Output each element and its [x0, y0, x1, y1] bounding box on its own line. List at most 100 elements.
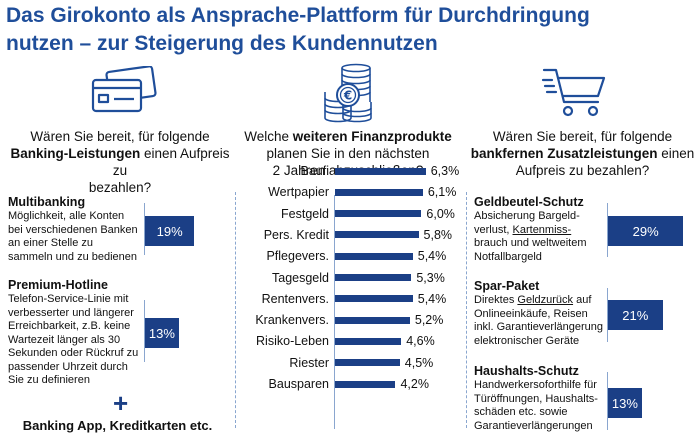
- separator-left: [235, 192, 236, 428]
- coin-stack-icon: €: [324, 63, 372, 123]
- middle-question-line-2: planen Sie in den nächsten: [266, 146, 430, 161]
- left-item-premium-hotline: Premium-Hotline Telefon-Service-Linie mi…: [8, 277, 148, 388]
- left-item-multibanking: Multibanking Möglichkeit, alle Konten be…: [8, 194, 148, 264]
- spar-paket-desc: Direktes Geldzurück auf Onlineeinkäufe, …: [474, 294, 609, 348]
- geldbeutel-schutz-desc-line: Notfallbargeld: [474, 250, 542, 263]
- spar-paket-axis: [607, 288, 608, 342]
- right-question: Wären Sie bereit, für folgende bankferne…: [470, 128, 695, 179]
- spar-paket-desc-line: elektronischer Geräte: [474, 334, 580, 347]
- spar-paket-desc-line: inkl. Garantieverlängerung: [474, 321, 604, 333]
- multibanking-desc-line: an einer Stelle zu: [8, 237, 93, 249]
- right-item-geldbeutel-schutz: Geldbeutel-Schutz Absicherung Bargeld- v…: [474, 194, 604, 264]
- finanzprodukte-bar: [335, 295, 413, 303]
- finanzprodukte-bar: [335, 359, 400, 367]
- finanzprodukte-category-label: Bausparen: [268, 377, 329, 391]
- middle-question-pre: Welche: [244, 129, 293, 144]
- svg-text:€: €: [343, 89, 352, 103]
- multibanking-bar: 19%: [145, 216, 195, 246]
- geldbeutel-schutz-desc-text: verlust,: [474, 223, 513, 236]
- spar-paket-desc-text: auf: [573, 294, 592, 306]
- premium-hotline-bar: 13%: [145, 318, 179, 348]
- right-question-line-1: Wären Sie bereit, für folgende: [492, 129, 673, 144]
- haushalts-schutz-desc-line: Garantieverlängerungen: [474, 419, 593, 432]
- premium-hotline-desc: Telefon-Service-Linie mit verbesserter u…: [8, 293, 148, 388]
- middle-question: Welche weiteren Finanzprodukte planen Si…: [238, 128, 458, 179]
- premium-hotline-desc-line: Wartezeit länger als 30: [8, 333, 121, 346]
- premium-hotline-desc-line: verbesserter und längerer: [8, 306, 134, 319]
- finanzprodukte-category-label: Baufi: [300, 164, 330, 178]
- spar-paket-desc-line: Direktes Geldzurück auf: [474, 294, 609, 308]
- right-question-line-2-rest: einen: [657, 146, 695, 161]
- finanzprodukte-value-label: 5,4%: [417, 291, 447, 306]
- finanzprodukte-value-label: 4,5%: [404, 355, 434, 370]
- geldbeutel-schutz-bar: 29%: [608, 216, 684, 246]
- haushalts-schutz-value: 13%: [611, 395, 638, 411]
- left-question-emphasis: Banking-Leistungen: [10, 146, 141, 161]
- finanzprodukte-category-label: Festgeld: [281, 206, 329, 221]
- premium-hotline-desc-line: Erreichbarkeit, z.B. keine: [8, 320, 131, 332]
- finanzprodukte-bar: [335, 274, 412, 281]
- multibanking-title: Multibanking: [8, 195, 86, 209]
- finanzprodukte-bar: [335, 167, 426, 175]
- finanzprodukte-value-label: 5,4%: [417, 249, 447, 264]
- finanzprodukte-bar: [335, 231, 419, 239]
- premium-hotline-desc-line: Telefon-Service-Linie mit: [8, 293, 129, 305]
- haushalts-schutz-desc: Handwerkersoforthilfe für Türöffnungen, …: [474, 379, 609, 433]
- premium-hotline-desc-line: passender Uhrzeit durch: [8, 360, 128, 373]
- left-question-line-3: bezahlen?: [88, 180, 152, 195]
- finanzprodukte-axis: [334, 195, 335, 429]
- premium-hotline-title: Premium-Hotline: [8, 278, 109, 292]
- geldbeutel-schutz-desc-line: verlust, Kartenmiss-: [474, 224, 604, 238]
- left-footer: Banking App, Kreditkarten etc.: [22, 418, 213, 433]
- geldbeutel-schutz-desc-line: brauch und weltweitem: [474, 237, 587, 249]
- geldbeutel-schutz-axis: [607, 203, 608, 257]
- finanzprodukte-category-label: Pers. Kredit: [263, 227, 329, 242]
- page-title: Das Girokonto als Ansprache-Plattform fü…: [6, 2, 696, 58]
- credit-cards-icon: [91, 66, 157, 113]
- right-question-line-3: Aufpreis zu bezahlen?: [515, 163, 650, 178]
- finanzprodukte-value-label: 4,2%: [400, 377, 429, 391]
- finanzprodukte-bar: [335, 337, 402, 345]
- finanzprodukte-value-label: 6,3%: [430, 164, 460, 178]
- finanzprodukte-category-label: Risiko-Leben: [256, 334, 329, 349]
- multibanking-desc: Möglichkeit, alle Konten bei verschieden…: [8, 210, 148, 264]
- shopping-cart-icon: [541, 68, 606, 117]
- multibanking-desc-line: bei verschiedenen Banken: [8, 223, 138, 236]
- finanzprodukte-category-label: Pflegevers.: [266, 249, 329, 264]
- title-line-2: nutzen – zur Steigerung des Kundennutzen: [6, 32, 438, 55]
- middle-question-emphasis: weiteren Finanzprodukte: [292, 129, 452, 144]
- multibanking-value: 19%: [156, 223, 183, 239]
- left-question-line-2: Banking-Leistungen einen Aufpreis zu: [10, 145, 230, 179]
- finanzprodukte-bar: [335, 210, 422, 218]
- middle-question-line-1: Welche weiteren Finanzprodukte: [238, 128, 458, 145]
- spar-paket-desc-underlined: Geldzurück: [517, 294, 574, 306]
- multibanking-axis: [144, 203, 145, 255]
- finanzprodukte-category-label: Wertpapier: [268, 185, 329, 200]
- finanzprodukte-bar: [335, 380, 396, 388]
- finanzprodukte-category-label: Rentenvers.: [261, 291, 329, 306]
- left-question-line-2-rest: einen Aufpreis zu: [112, 146, 230, 178]
- premium-hotline-desc-line: Sie zu definieren: [8, 374, 90, 386]
- title-line-1: Das Girokonto als Ansprache-Plattform fü…: [6, 4, 590, 27]
- finanzprodukte-category-label: Tagesgeld: [272, 270, 329, 285]
- haushalts-schutz-title: Haushalts-Schutz: [474, 364, 579, 378]
- geldbeutel-schutz-desc-underlined: Kartenmiss-: [512, 223, 572, 236]
- finanzprodukte-value-label: 6,1%: [427, 185, 457, 200]
- finanzprodukte-value-label: 4,6%: [406, 334, 435, 349]
- haushalts-schutz-bar: 13%: [608, 388, 642, 418]
- finanzprodukte-value-label: 5,3%: [416, 270, 445, 285]
- right-question-emphasis: bankfernen Zusatzleistungen: [470, 146, 658, 161]
- haushalts-schutz-desc-line: schäden etc. sowie: [474, 406, 568, 418]
- spar-paket-title: Spar-Paket: [474, 279, 540, 293]
- plus-sign: +: [113, 388, 129, 418]
- finanzprodukte-category-label: Krankenvers.: [255, 313, 329, 328]
- right-item-haushalts-schutz: Haushalts-Schutz Handwerkersoforthilfe f…: [474, 363, 609, 433]
- right-question-line-2: bankfernen Zusatzleistungen einen: [470, 145, 695, 162]
- separator-right: [466, 192, 467, 428]
- right-item-spar-paket: Spar-Paket Direktes Geldzurück auf Onlin…: [474, 278, 609, 348]
- finanzprodukte-value-label: 5,8%: [423, 227, 453, 242]
- geldbeutel-schutz-desc: Absicherung Bargeld- verlust, Kartenmiss…: [474, 210, 604, 264]
- premium-hotline-desc-line: Sekunden oder Rückruf zu: [8, 347, 139, 359]
- spar-paket-value: 21%: [622, 307, 649, 323]
